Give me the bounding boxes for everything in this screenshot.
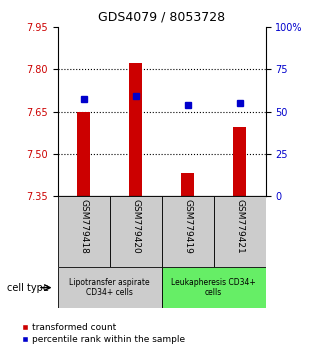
Bar <box>181 173 194 196</box>
Title: GDS4079 / 8053728: GDS4079 / 8053728 <box>98 11 225 24</box>
Text: GSM779419: GSM779419 <box>183 199 192 253</box>
Text: GSM779421: GSM779421 <box>235 199 244 253</box>
Text: GSM779418: GSM779418 <box>79 199 88 253</box>
Bar <box>77 112 90 196</box>
Bar <box>233 127 246 196</box>
Bar <box>58 267 162 308</box>
Bar <box>58 196 110 267</box>
Text: GSM779420: GSM779420 <box>131 199 140 253</box>
Bar <box>110 196 162 267</box>
Text: cell type: cell type <box>7 282 49 293</box>
Bar <box>129 63 142 196</box>
Legend: transformed count, percentile rank within the sample: transformed count, percentile rank withi… <box>21 323 185 344</box>
Bar <box>162 267 266 308</box>
Bar <box>214 196 266 267</box>
Bar <box>162 196 214 267</box>
Text: Lipotransfer aspirate
CD34+ cells: Lipotransfer aspirate CD34+ cells <box>69 278 150 297</box>
Text: Leukapheresis CD34+
cells: Leukapheresis CD34+ cells <box>171 278 256 297</box>
